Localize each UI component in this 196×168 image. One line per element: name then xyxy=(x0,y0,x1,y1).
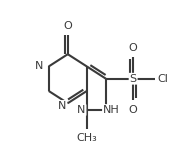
Text: O: O xyxy=(63,21,72,31)
Text: Cl: Cl xyxy=(158,74,169,84)
Text: N: N xyxy=(77,105,86,115)
Text: NH: NH xyxy=(103,105,120,115)
Text: CH₃: CH₃ xyxy=(76,133,97,143)
Text: S: S xyxy=(130,74,137,84)
Text: N: N xyxy=(58,101,66,111)
Text: O: O xyxy=(129,105,138,115)
Text: O: O xyxy=(129,43,138,53)
Text: N: N xyxy=(35,61,43,71)
